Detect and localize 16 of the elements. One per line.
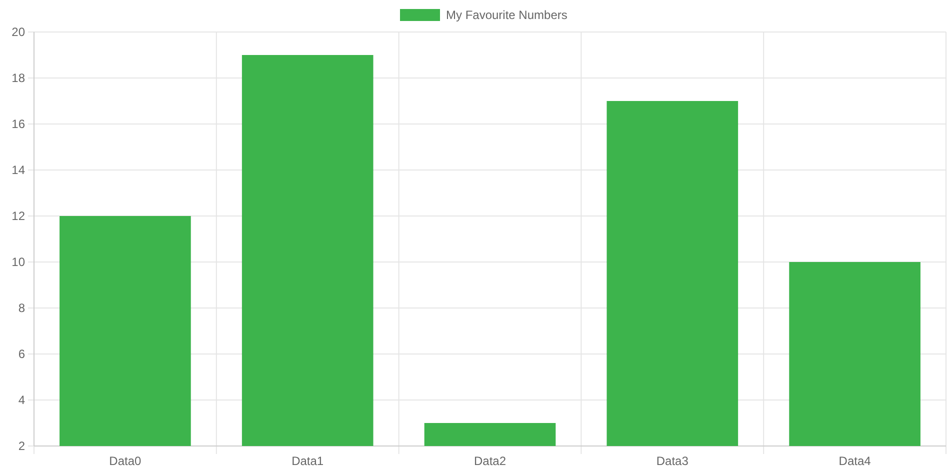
x-tick-label: Data2 [474, 454, 506, 468]
y-tick-label: 2 [18, 439, 26, 454]
x-tick-label: Data3 [656, 454, 689, 468]
y-tick-label: 6 [18, 347, 26, 362]
y-tick-label: 14 [12, 163, 26, 178]
legend-label: My Favourite Numbers [446, 8, 568, 22]
y-tick-label: 10 [12, 255, 26, 270]
y-tick-label: 4 [18, 393, 26, 408]
x-tick-label: Data4 [838, 454, 872, 468]
x-tick-label: Data1 [292, 454, 324, 468]
y-tick-label: 20 [12, 25, 26, 40]
y-tick-label: 16 [12, 117, 26, 132]
y-tick-label: 8 [18, 301, 26, 316]
y-tick-label: 18 [12, 71, 26, 86]
x-tick-label: Data0 [109, 454, 142, 468]
y-tick-label: 12 [12, 209, 26, 224]
